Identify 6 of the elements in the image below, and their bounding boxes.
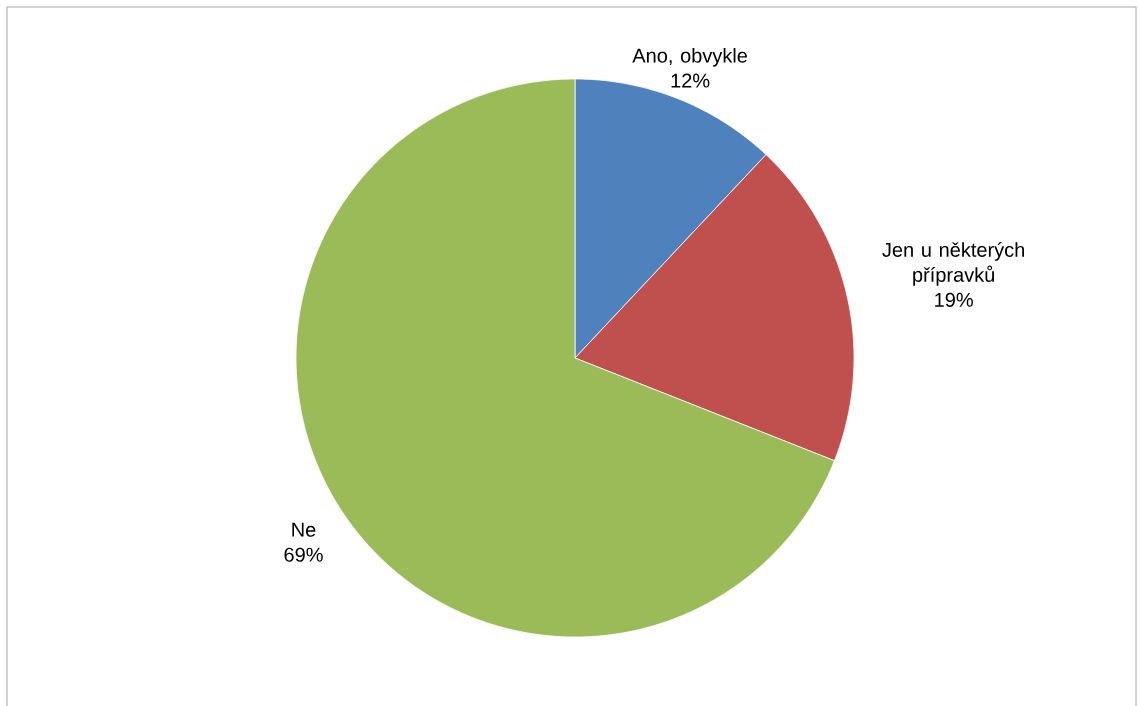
slice-label: Ano, obvykle: [632, 48, 747, 67]
data-label: 69%: [284, 547, 323, 562]
data-label: 19%: [935, 292, 973, 307]
slice-label: Jen u některých přípravků: [882, 241, 1025, 286]
data-label: 12%: [671, 73, 710, 88]
slice-label: Ne: [292, 522, 316, 537]
